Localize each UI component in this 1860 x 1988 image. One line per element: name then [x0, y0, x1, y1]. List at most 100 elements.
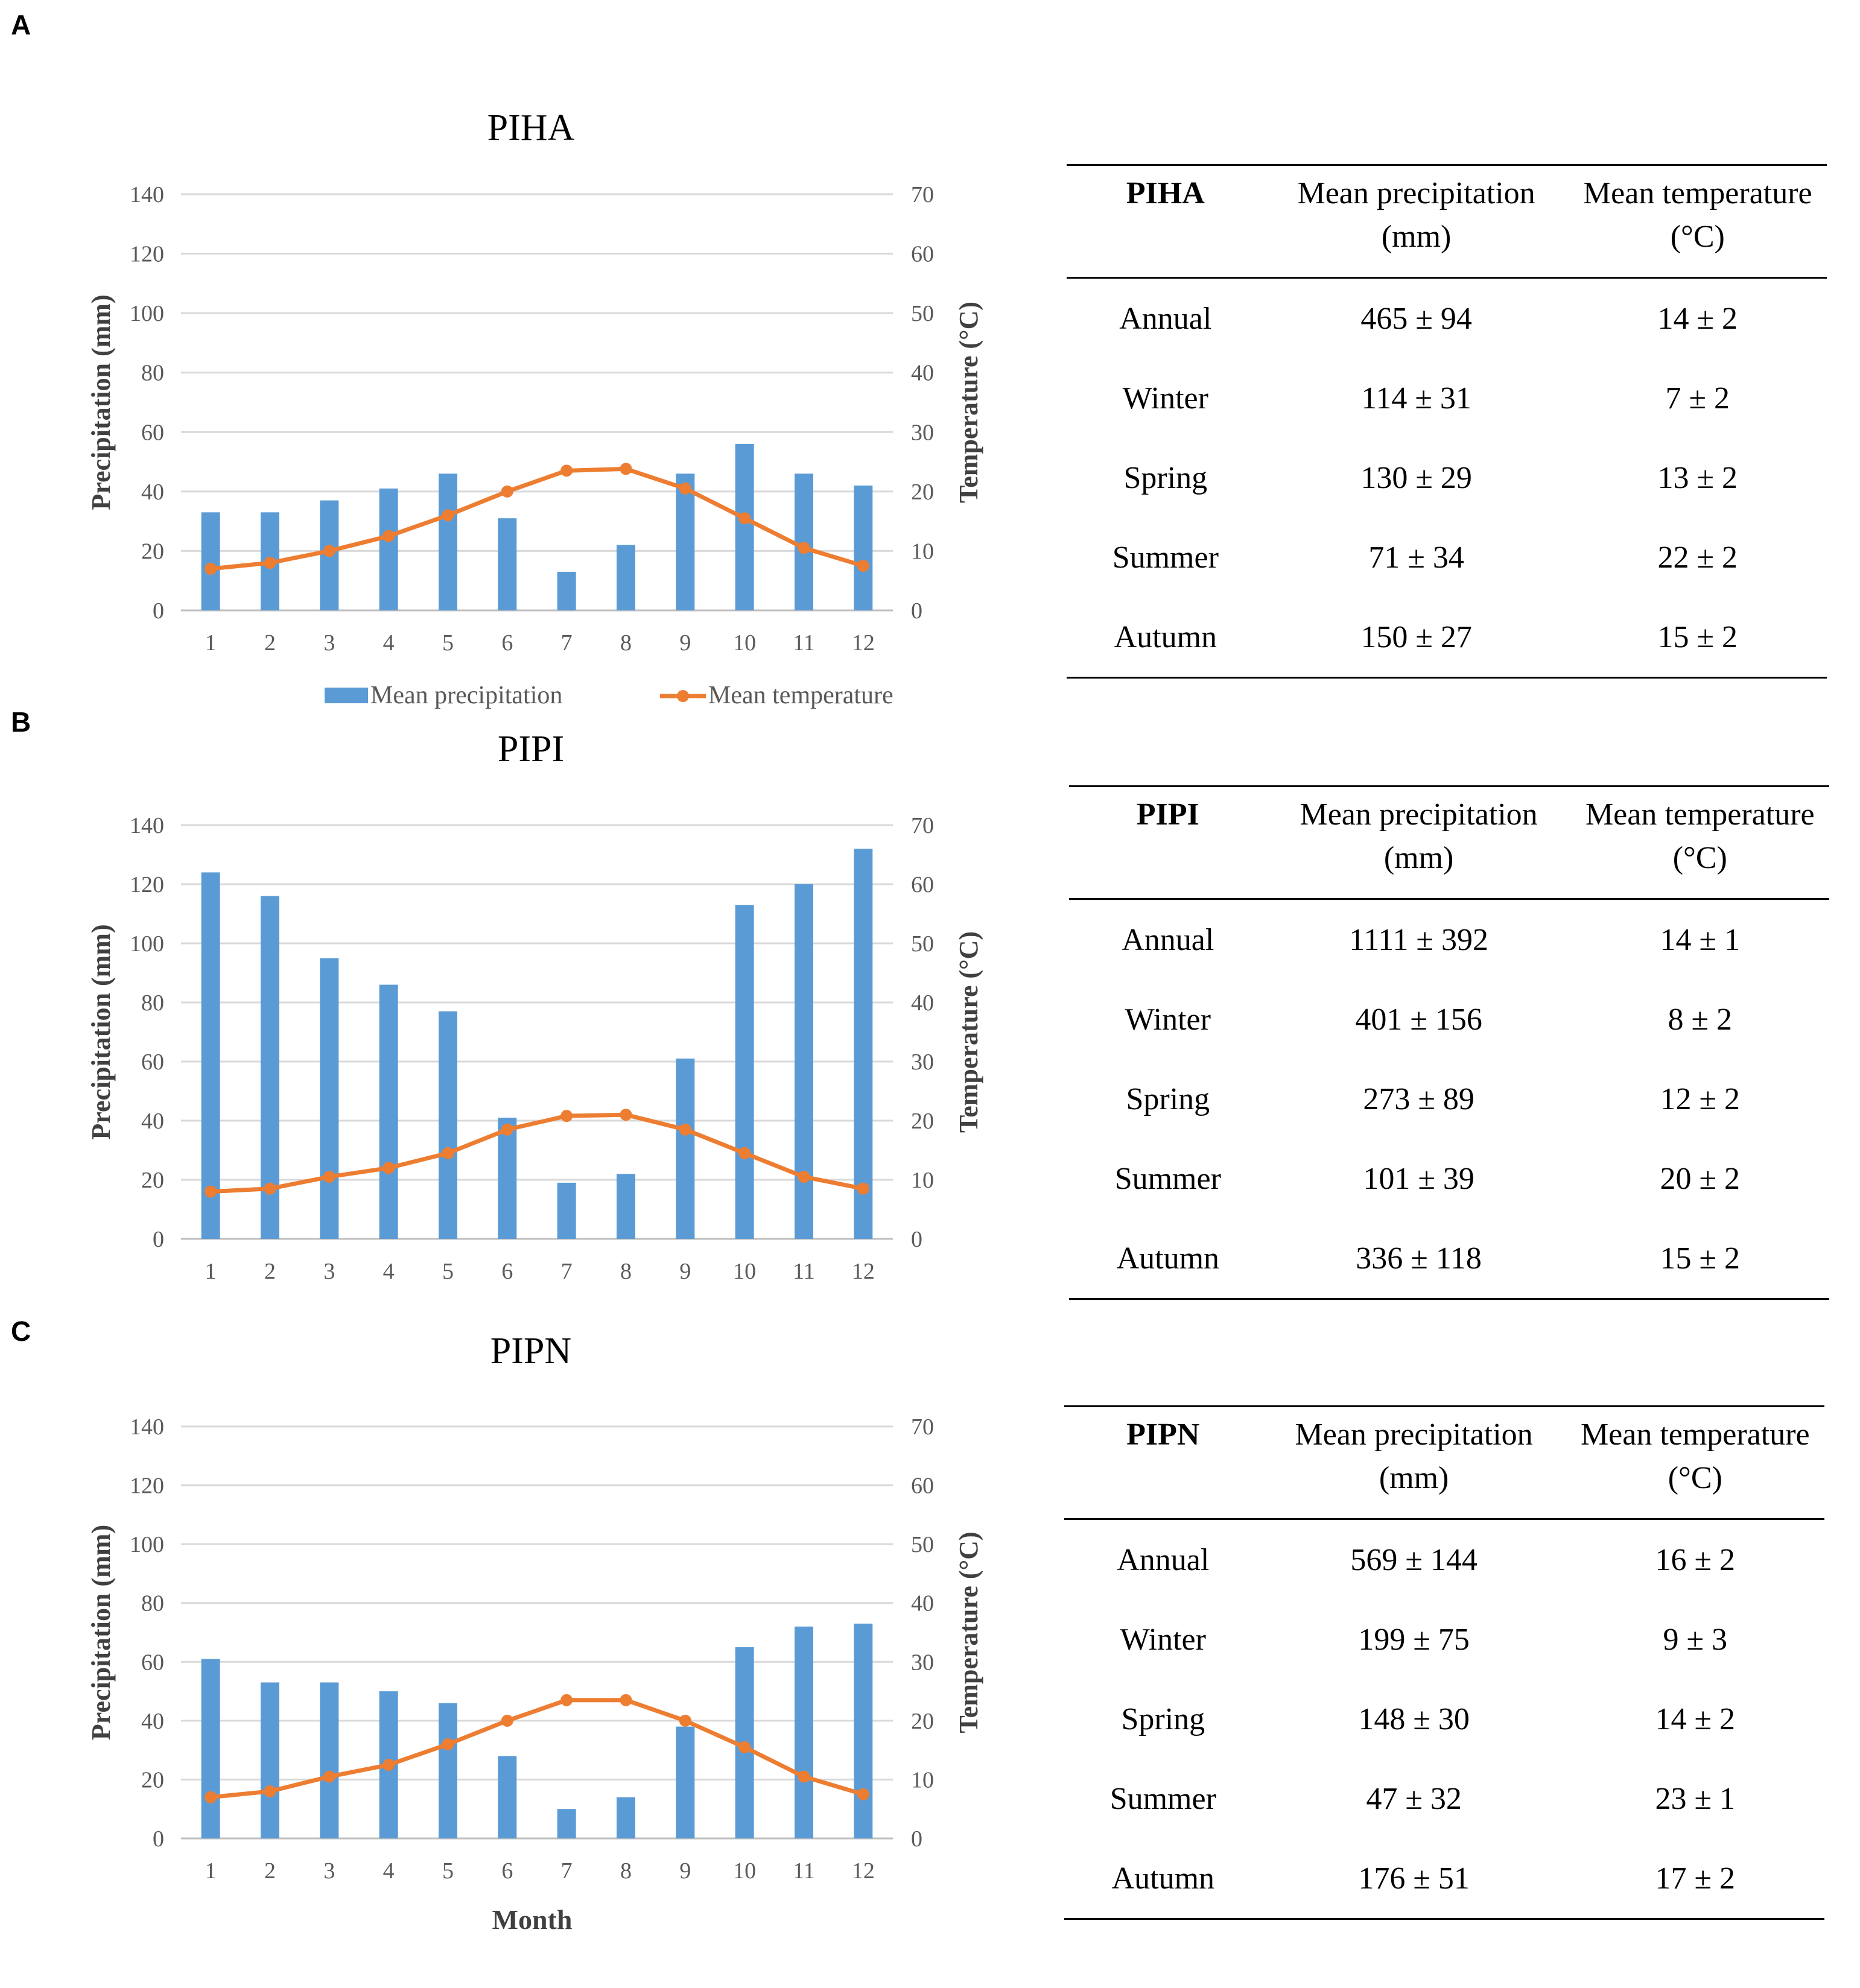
cell-season: Annual	[1122, 922, 1214, 957]
x-tick-label: 4	[383, 1858, 395, 1884]
point-temperature	[679, 482, 691, 495]
y-tick-label: 20	[141, 539, 164, 564]
table-row: Annual 1111 ± 392 14 ± 1	[1069, 899, 1829, 980]
point-temperature	[205, 1791, 217, 1803]
y-tick-label: 0	[153, 598, 164, 624]
y2-tick-label: 20	[911, 1709, 934, 1734]
table-pipi: PIPI Mean precipitation (mm) Mean temper…	[1069, 785, 1829, 1300]
y2-tick-label: 70	[911, 1414, 934, 1440]
table-header-temp: Mean temperature (°C)	[1585, 797, 1815, 875]
point-temperature	[857, 1788, 869, 1800]
table-header-row: PIPN Mean precipitation (mm) Mean temper…	[1064, 1406, 1824, 1519]
cell-temp: 17 ± 2	[1655, 1861, 1736, 1896]
y2-tick-label: 50	[911, 1532, 934, 1557]
cell-temp: 14 ± 2	[1655, 1702, 1736, 1736]
y2-tick-label: 30	[911, 420, 934, 445]
cell-precip: 569 ± 144	[1350, 1542, 1478, 1577]
table-row: Winter 199 ± 75 9 ± 3	[1064, 1600, 1824, 1679]
point-temperature	[382, 1759, 395, 1771]
x-tick-label: 1	[205, 1259, 217, 1284]
x-tick-label: 7	[561, 630, 573, 656]
cell-precip: 101 ± 39	[1363, 1161, 1474, 1196]
point-temperature	[738, 1741, 751, 1753]
table-header-site: PIPN	[1126, 1417, 1200, 1452]
y-tick-label: 40	[141, 480, 164, 505]
y2-tick-label: 30	[911, 1650, 934, 1675]
bar-precipitation	[379, 984, 398, 1239]
y2-tick-label: 50	[911, 931, 934, 957]
table-header-temp: Mean temperature (°C)	[1580, 1417, 1810, 1495]
table-header-precip: Mean precipitation (mm)	[1297, 176, 1535, 254]
cell-season: Winter	[1125, 1002, 1211, 1037]
cell-season: Autumn	[1114, 619, 1217, 654]
y-tick-label: 20	[141, 1168, 164, 1193]
x-tick-label: 3	[323, 1259, 335, 1284]
x-tick-label: 8	[620, 1259, 632, 1284]
cell-temp: 20 ± 2	[1660, 1161, 1741, 1196]
x-tick-label: 1	[205, 630, 217, 656]
table-row: Spring 130 ± 29 13 ± 2	[1067, 438, 1827, 518]
x-tick-label: 11	[793, 1858, 815, 1884]
cell-temp: 22 ± 2	[1657, 540, 1738, 575]
x-tick-label: 5	[442, 630, 454, 656]
table-piha: PIHA Mean precipitation (mm) Mean temper…	[1067, 164, 1827, 679]
y-tick-label: 60	[141, 1650, 164, 1675]
y2-tick-label: 0	[911, 1826, 922, 1852]
x-tick-label: 1	[205, 1858, 217, 1884]
chart-title: PIPN	[490, 1331, 571, 1372]
cell-temp: 9 ± 3	[1663, 1622, 1728, 1657]
bar-precipitation	[201, 872, 220, 1239]
table-pipn: PIPN Mean precipitation (mm) Mean temper…	[1064, 1405, 1824, 1920]
cell-season: Winter	[1122, 381, 1208, 416]
table-row: Spring 148 ± 30 14 ± 2	[1064, 1679, 1824, 1759]
cell-season: Spring	[1121, 1702, 1205, 1736]
x-tick-label: 10	[733, 1259, 756, 1284]
bar-precipitation	[557, 1809, 576, 1838]
chart-title: PIHA	[487, 107, 575, 148]
y-tick-label: 140	[130, 813, 164, 838]
point-temperature	[560, 1110, 573, 1122]
y2-tick-label: 20	[911, 480, 934, 505]
y2-tick-label: 40	[911, 990, 934, 1016]
cell-temp: 15 ± 2	[1657, 619, 1738, 654]
y-tick-label: 40	[141, 1709, 164, 1734]
x-tick-label: 12	[852, 1858, 875, 1884]
bar-precipitation	[676, 1059, 695, 1239]
cell-season: Summer	[1109, 1781, 1216, 1816]
bar-precipitation	[201, 512, 220, 610]
y2-axis-title: Temperature (°C)	[954, 931, 983, 1133]
cell-temp: 14 ± 1	[1660, 922, 1741, 957]
x-tick-label: 11	[793, 1259, 815, 1284]
cell-season: Annual	[1117, 1542, 1210, 1577]
bar-precipitation	[498, 1756, 517, 1838]
point-temperature	[857, 560, 869, 572]
legend-label-temperature: Mean temperature	[708, 682, 893, 709]
point-temperature	[205, 563, 217, 575]
cell-temp: 14 ± 2	[1657, 301, 1738, 336]
x-tick-label: 12	[852, 630, 875, 656]
cell-temp: 12 ± 2	[1660, 1081, 1741, 1116]
point-temperature	[560, 1694, 573, 1706]
point-temperature	[264, 1182, 276, 1195]
x-tick-label: 2	[264, 1259, 276, 1284]
cell-precip: 71 ± 34	[1368, 540, 1464, 575]
table-row: Autumn 176 ± 51 17 ± 2	[1064, 1838, 1824, 1919]
bar-precipitation	[854, 849, 873, 1239]
point-temperature	[679, 1123, 691, 1136]
table-header-site: PIPI	[1136, 797, 1199, 832]
y-tick-label: 80	[141, 1591, 164, 1616]
cell-season: Annual	[1119, 301, 1212, 336]
point-temperature	[264, 557, 276, 569]
bar-precipitation	[617, 545, 635, 610]
bar-precipitation	[854, 1623, 873, 1838]
x-tick-label: 3	[323, 1858, 335, 1884]
y2-tick-label: 40	[911, 361, 934, 386]
point-temperature	[857, 1182, 869, 1195]
bar-precipitation	[735, 444, 754, 610]
bar-precipitation	[439, 1011, 457, 1239]
cell-season: Summer	[1114, 1161, 1221, 1196]
y2-tick-label: 0	[911, 598, 922, 624]
point-temperature	[382, 1162, 395, 1174]
x-tick-label: 2	[264, 630, 276, 656]
